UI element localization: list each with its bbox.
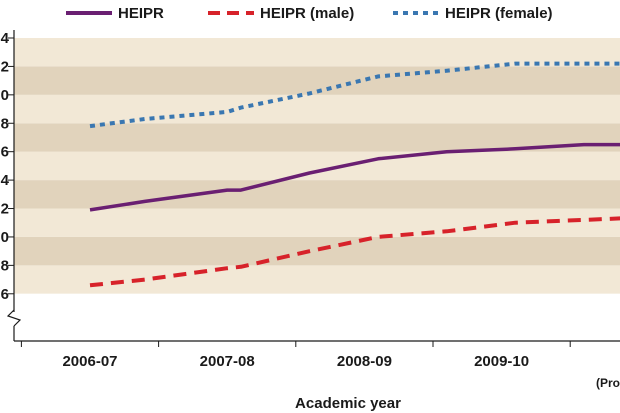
legend-label: HEIPR (female)	[445, 5, 553, 22]
plot-band	[14, 236, 620, 266]
plot-background-bands	[14, 38, 620, 340]
plot-band	[14, 94, 620, 124]
y-tick-label: 6	[1, 286, 9, 303]
legend-label: HEIPR (male)	[260, 5, 354, 22]
x-tick-label: 2008-09	[337, 353, 392, 370]
x-tick-label: 2007-08	[200, 353, 255, 370]
y-tick-label: 8	[1, 257, 9, 274]
y-tick-label: 0	[1, 229, 9, 246]
y-tick-label: 4	[1, 172, 10, 189]
plot-lower-area	[14, 293, 620, 340]
x-tick-label: 2009-10	[474, 353, 529, 370]
series-layer	[89, 61, 620, 288]
series-line-heipr-male	[89, 216, 620, 288]
axes	[6, 30, 620, 347]
x-tick-label: 2006-07	[62, 353, 117, 370]
y-tick-label: 4	[1, 30, 10, 47]
legend-label: HEIPR	[118, 5, 164, 22]
y-tick-label: 8	[1, 115, 9, 132]
y-tick-label: 6	[1, 144, 9, 161]
x-tick-note: (Pro	[596, 376, 620, 390]
y-tick-label: 2	[1, 58, 9, 75]
axis-break-mark	[6, 309, 22, 327]
plot-band	[14, 180, 620, 209]
series-line-heipr-female	[89, 61, 620, 129]
y-tick-label: 2	[1, 201, 9, 218]
y-tick-label: 0	[1, 87, 9, 104]
x-axis-title: Academic year	[295, 395, 401, 412]
series-line-heipr	[89, 142, 620, 212]
plot-band	[14, 208, 620, 237]
tick-labels: 68024680242006-072007-082008-092009-1020…	[1, 30, 620, 412]
legend: HEIPR HEIPR (male) HEIPR (female)	[66, 5, 553, 22]
plot-band	[14, 151, 620, 181]
plot-band	[14, 265, 620, 294]
